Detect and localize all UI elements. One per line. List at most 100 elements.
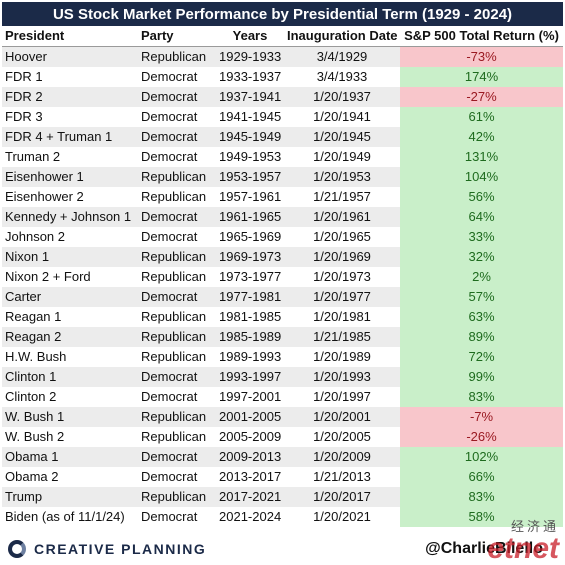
table-row: FDR 3 Democrat 1941-1945 1/20/1941 61%	[2, 107, 563, 127]
cell-return: -73%	[400, 46, 563, 67]
cell-inauguration-date: 1/20/1945	[284, 127, 400, 147]
page-title: US Stock Market Performance by President…	[2, 2, 563, 26]
cell-inauguration-date: 1/21/1985	[284, 327, 400, 347]
table-row: W. Bush 1 Republican 2001-2005 1/20/2001 -7%	[2, 407, 563, 427]
cell-president: Kennedy + Johnson 1	[2, 207, 138, 227]
cell-years: 1997-2001	[219, 389, 282, 404]
cell-years: 2001-2005	[216, 407, 284, 427]
cell-years: 1933-1937	[219, 69, 282, 84]
cell-return: -27%	[400, 87, 563, 107]
table-row: Nixon 1 Republican 1969-1973 1/20/1969 32%	[2, 247, 563, 267]
cell-years: 1965-1969	[219, 229, 282, 244]
cell-party: Republican	[141, 349, 207, 364]
table-row: Reagan 1 Republican 1981-1985 1/20/1981 63%	[2, 307, 563, 327]
cell-inauguration-date: 1/20/1961	[284, 207, 400, 227]
cell-party: Republican	[141, 269, 207, 284]
table-row: FDR 1 Democrat 1933-1937 3/4/1933 174%	[2, 67, 563, 87]
table-body: Hoover Republican 1929-1933 3/4/1929 -73% FDR…	[2, 46, 563, 527]
cell-party: Republican	[138, 487, 216, 507]
cell-inauguration-date: 1/20/1989	[313, 349, 371, 364]
cell-party: Republican	[138, 247, 216, 267]
cell-return: 72%	[400, 347, 563, 367]
cell-president: Reagan 1	[5, 309, 62, 324]
table-row: Trump Republican 2017-2021 1/20/2017 83%	[2, 487, 563, 507]
cell-return: -26%	[400, 427, 563, 447]
cell-years: 1985-1989	[216, 327, 284, 347]
cell-party: Democrat	[141, 469, 198, 484]
cell-years: 1977-1981	[216, 287, 284, 307]
cell-return: 83%	[400, 387, 563, 407]
cell-inauguration-date: 3/4/1933	[316, 69, 368, 84]
table-row: Eisenhower 2 Republican 1957-1961 1/21/1957…	[2, 187, 563, 207]
cell-years: 1929-1933	[216, 46, 284, 67]
cell-party: Republican	[141, 429, 207, 444]
cell-president: FDR 4 + Truman 1	[2, 127, 138, 147]
cell-return: 61%	[400, 107, 563, 127]
cell-inauguration-date: 3/4/1929	[284, 46, 400, 67]
cell-inauguration-date: 1/20/1965	[313, 229, 371, 244]
cell-return: 83%	[400, 487, 563, 507]
cell-party: Democrat	[138, 87, 216, 107]
header-row: President Party Years Inauguration Date …	[2, 26, 563, 47]
table-row: H.W. Bush Republican 1989-1993 1/20/1989 72%	[2, 347, 563, 367]
footer: CREATIVE PLANNING @CharlieBilello	[0, 532, 565, 565]
cell-president: W. Bush 2	[5, 429, 65, 444]
cell-return: 2%	[400, 267, 563, 287]
cell-inauguration-date: 1/20/1949	[313, 149, 371, 164]
cell-inauguration-date: 1/21/2013	[313, 469, 371, 484]
cell-return: 99%	[400, 367, 563, 387]
cell-president: Hoover	[2, 46, 138, 67]
cell-return: 57%	[400, 287, 563, 307]
cell-president: Nixon 1	[2, 247, 138, 267]
header-inauguration: Inauguration Date	[284, 26, 400, 47]
table-row: Truman 2 Democrat 1949-1953 1/20/1949 131%	[2, 147, 563, 167]
cell-return: 89%	[400, 327, 563, 347]
cell-president: H.W. Bush	[5, 349, 67, 364]
cell-inauguration-date: 1/20/1981	[313, 309, 371, 324]
cell-years: 1953-1957	[216, 167, 284, 187]
table-row: Biden (as of 11/1/24) Democrat 2021-2024 1/…	[2, 507, 563, 527]
cell-years: 1989-1993	[219, 349, 282, 364]
table-row: Hoover Republican 1929-1933 3/4/1929 -73%	[2, 46, 563, 67]
cell-president: FDR 2	[2, 87, 138, 107]
cell-party: Democrat	[141, 229, 198, 244]
cell-inauguration-date: 1/20/1997	[313, 389, 371, 404]
cell-party: Republican	[138, 407, 216, 427]
cell-president: Carter	[2, 287, 138, 307]
table-row: Clinton 2 Democrat 1997-2001 1/20/1997 83%	[2, 387, 563, 407]
cell-return: 63%	[400, 307, 563, 327]
cell-party: Democrat	[141, 509, 198, 524]
creative-planning-logo-icon	[8, 539, 26, 558]
table-row: Kennedy + Johnson 1 Democrat 1961-1965 1/20…	[2, 207, 563, 227]
author-handle: @CharlieBilello	[425, 539, 543, 557]
header-president: President	[2, 26, 138, 47]
cell-party: Republican	[138, 46, 216, 67]
cell-years: 1969-1973	[216, 247, 284, 267]
cell-inauguration-date: 1/20/1973	[313, 269, 371, 284]
header-years: Years	[216, 26, 284, 47]
cell-inauguration-date: 1/20/2021	[313, 509, 371, 524]
cell-president: Clinton 1	[2, 367, 138, 387]
cell-party: Democrat	[138, 367, 216, 387]
cell-president: Obama 2	[5, 469, 59, 484]
cell-return: 58%	[400, 507, 563, 527]
cell-president: Nixon 2 + Ford	[5, 269, 91, 284]
cell-years: 1993-1997	[216, 367, 284, 387]
cell-inauguration-date: 1/20/2009	[284, 447, 400, 467]
cell-inauguration-date: 1/20/1941	[313, 109, 371, 124]
cell-inauguration-date: 1/20/1969	[284, 247, 400, 267]
table-row: Obama 2 Democrat 2013-2017 1/21/2013 66%	[2, 467, 563, 487]
cell-president: W. Bush 1	[2, 407, 138, 427]
table-row: W. Bush 2 Republican 2005-2009 1/20/2005 -26…	[2, 427, 563, 447]
cell-years: 2005-2009	[219, 429, 282, 444]
cell-return: 42%	[400, 127, 563, 147]
cell-party: Democrat	[141, 389, 198, 404]
table-row: Reagan 2 Republican 1985-1989 1/21/1985 89%	[2, 327, 563, 347]
cell-president: FDR 1	[5, 69, 43, 84]
cell-inauguration-date: 1/20/2001	[284, 407, 400, 427]
cell-return: 131%	[400, 147, 563, 167]
header-return: S&P 500 Total Return (%)	[400, 26, 563, 47]
cell-years: 1957-1961	[219, 189, 282, 204]
cell-years: 1981-1985	[219, 309, 282, 324]
cell-party: Democrat	[138, 127, 216, 147]
